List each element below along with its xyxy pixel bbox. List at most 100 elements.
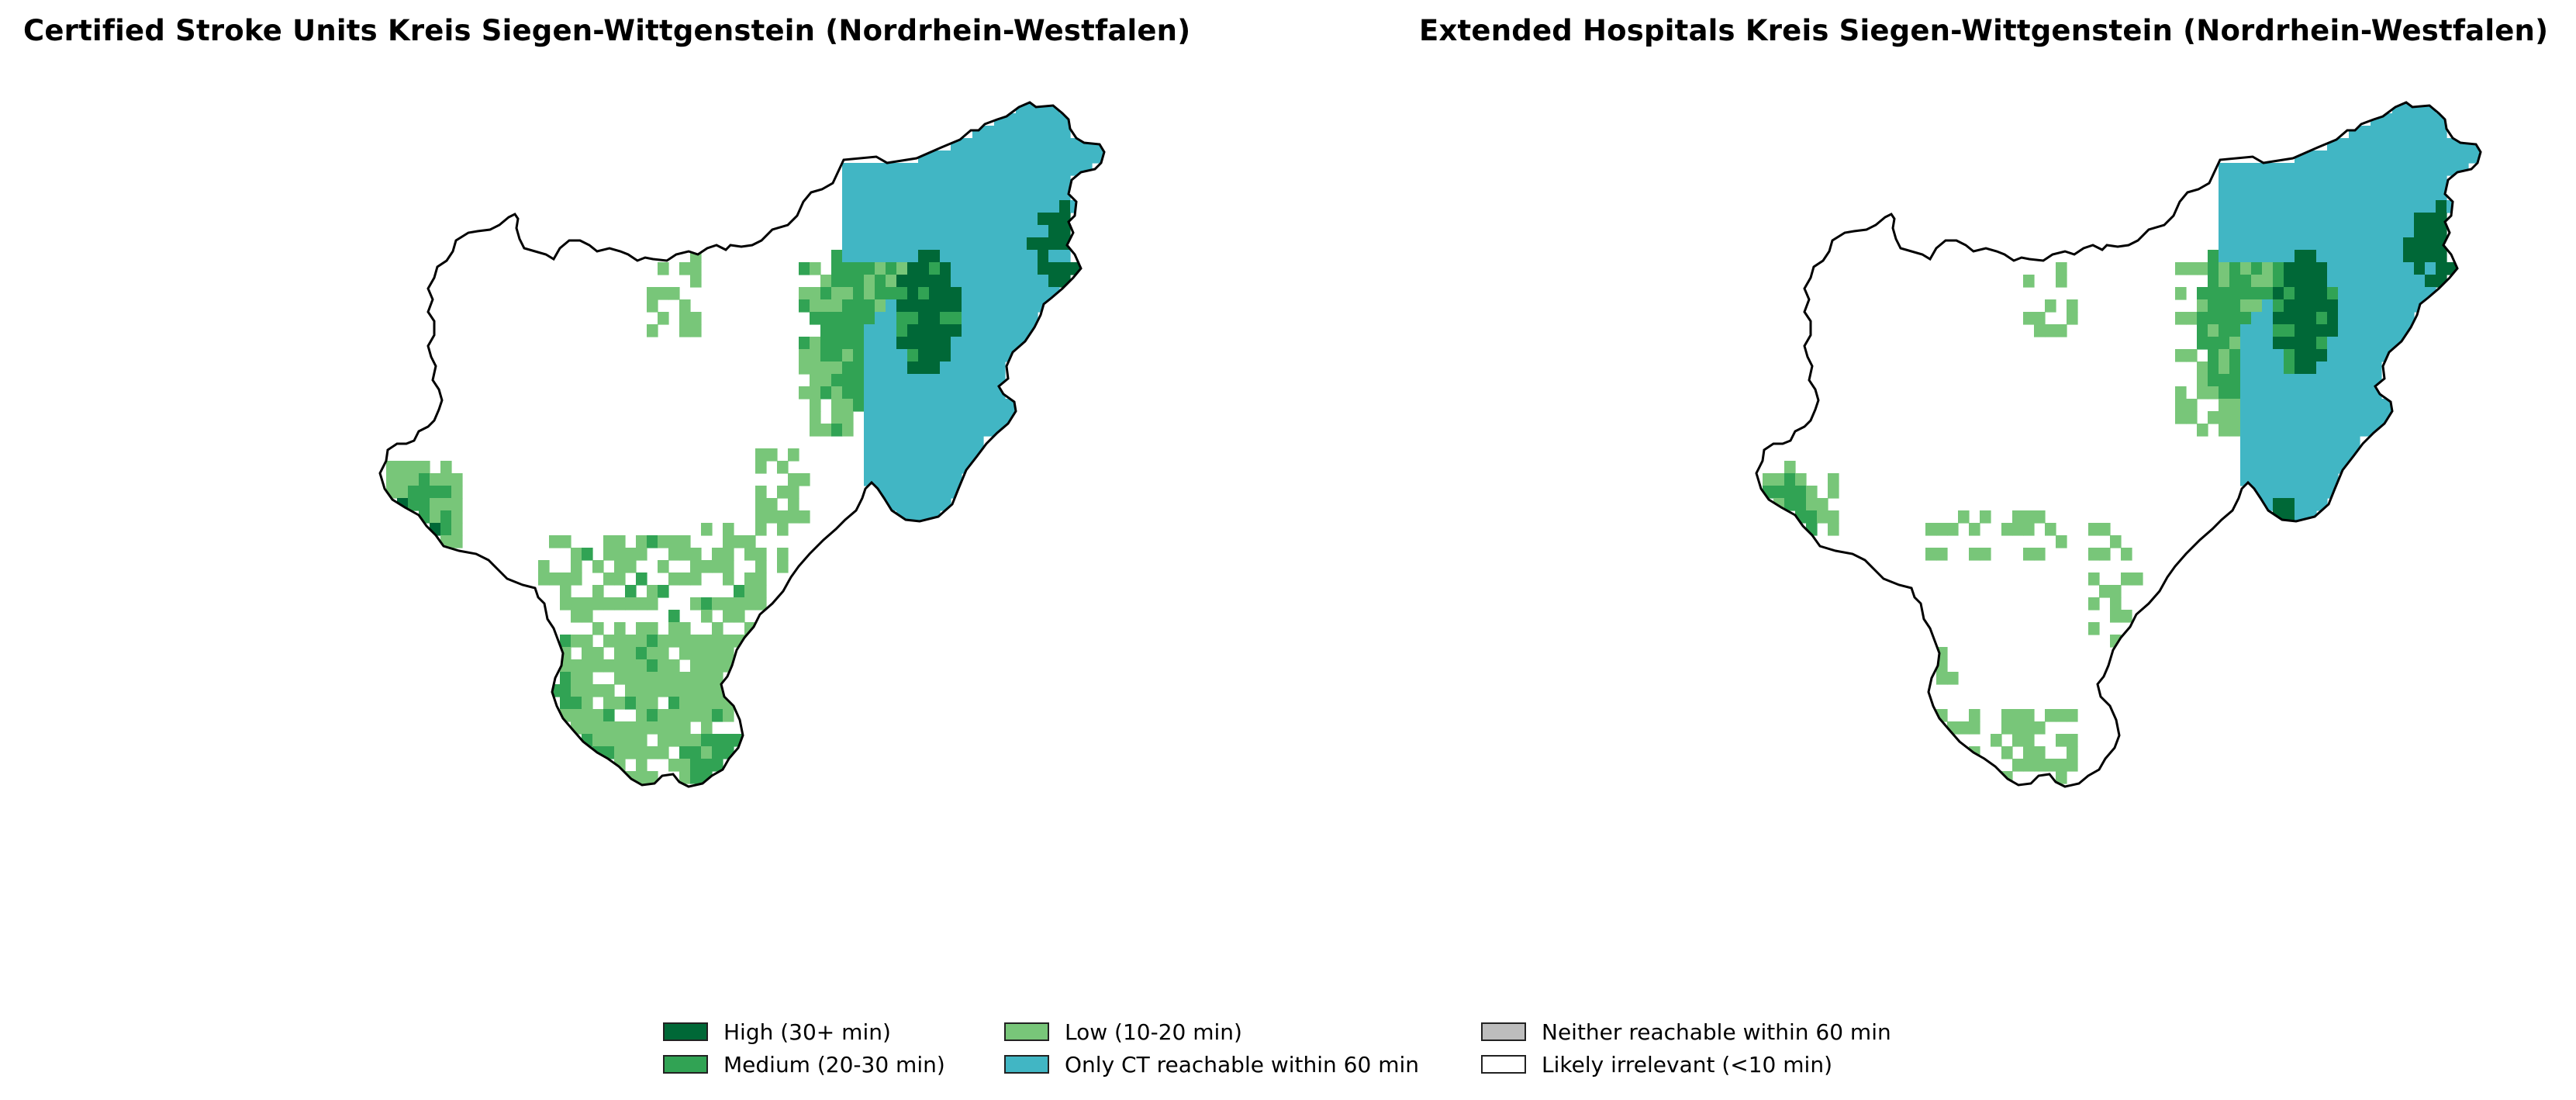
map-cell-ct xyxy=(842,175,854,189)
map-cell-high xyxy=(2284,275,2295,288)
map-cell-high xyxy=(929,349,941,362)
map-cell-ct xyxy=(886,461,897,474)
map-cell-ct xyxy=(983,237,995,251)
map-cell-ct xyxy=(929,175,941,189)
map-cell-low xyxy=(647,324,658,337)
map-cell-low xyxy=(2186,349,2198,362)
map-cell-ct xyxy=(2273,411,2284,424)
map-cell-low xyxy=(658,647,669,660)
map-cell-ct xyxy=(2251,473,2263,486)
map-cell-ct xyxy=(875,163,886,176)
map-cell-ct xyxy=(940,188,951,201)
map-cell-high xyxy=(1048,213,1060,226)
map-cell-low xyxy=(636,622,647,635)
map-cell-low xyxy=(701,523,713,536)
map-cell-ct xyxy=(983,287,995,300)
map-cell-low xyxy=(538,572,550,586)
map-cell-ct xyxy=(2360,250,2371,263)
map-cell-low xyxy=(2056,734,2067,747)
map-cell-ct xyxy=(896,386,908,400)
map-cell-low xyxy=(831,399,843,412)
map-cell-ct xyxy=(864,461,875,474)
map-cell-ct xyxy=(2371,337,2382,350)
map-cell-low xyxy=(2012,709,2024,722)
map-cell-low xyxy=(1936,523,1948,536)
map-cell-low xyxy=(668,535,680,548)
map-cell-low xyxy=(2219,411,2230,424)
map-cell-ct xyxy=(2327,200,2339,213)
map-cell-low xyxy=(571,635,582,648)
map-cell-medium xyxy=(571,697,582,710)
map-cell-ct xyxy=(1048,138,1060,151)
map-cell-ct xyxy=(2240,461,2252,474)
map-cell-low xyxy=(2034,324,2046,337)
map-cell-ct xyxy=(2338,287,2350,300)
map-cell-low xyxy=(592,597,604,611)
map-cell-ct xyxy=(1005,150,1017,164)
map-cell-medium xyxy=(896,312,908,325)
map-cell-low xyxy=(582,721,593,735)
map-cell-ct xyxy=(896,424,908,437)
map-cell-low xyxy=(614,622,626,635)
map-cell-low xyxy=(549,572,561,586)
map-cell-ct xyxy=(2349,188,2360,201)
map-cell-ct xyxy=(864,411,875,424)
map-cell-ct xyxy=(2338,150,2350,164)
map-cell-medium xyxy=(647,659,658,673)
legend-label-ct: Only CT reachable within 60 min xyxy=(1065,1051,1420,1078)
map-cell-ct xyxy=(875,250,886,263)
map-cell-ct xyxy=(2371,237,2382,251)
map-cell-low xyxy=(1795,473,1807,486)
map-cell-low xyxy=(679,299,691,313)
map-cell-low xyxy=(647,585,658,598)
map-cell-ct xyxy=(1027,250,1038,263)
map-cell-low xyxy=(592,684,604,697)
map-cell-ct xyxy=(875,361,886,375)
map-cell-ct xyxy=(2392,150,2404,164)
map-cell-high xyxy=(907,287,919,300)
map-cell-low xyxy=(712,684,723,697)
map-cell-low xyxy=(2012,523,2024,536)
map-cell-low xyxy=(777,548,789,561)
map-cell-ct xyxy=(1027,225,1038,238)
map-cell-medium xyxy=(1784,498,1796,511)
map-cell-ct xyxy=(972,150,984,164)
map-cell-ct xyxy=(1027,138,1038,151)
map-cell-ct xyxy=(2436,138,2447,151)
map-cell-ct xyxy=(1016,312,1027,325)
legend-label-neither: Neither reachable within 60 min xyxy=(1542,1019,1891,1045)
map-cell-low xyxy=(1947,523,1959,536)
map-cell-ct xyxy=(940,225,951,238)
map-cell-ct xyxy=(929,461,941,474)
map-cell-ct xyxy=(1005,337,1017,350)
map-cell-low xyxy=(419,461,430,474)
map-cell-medium xyxy=(853,324,865,337)
map-cell-low xyxy=(647,647,658,660)
map-cell-ct xyxy=(2392,126,2404,139)
map-cell-ct xyxy=(2316,250,2328,263)
map-cell-medium xyxy=(2208,250,2219,263)
map-cell-ct xyxy=(2349,399,2360,412)
map-cell-ct xyxy=(2262,225,2274,238)
map-cell-ct xyxy=(994,262,1006,275)
map-cell-ct xyxy=(918,498,930,511)
map-cell-low xyxy=(614,734,626,747)
map-cell-ct xyxy=(2251,349,2263,362)
map-cell-ct xyxy=(2349,411,2360,424)
map-extended-hospitals xyxy=(1755,101,2482,788)
map-cell-ct xyxy=(864,361,875,375)
map-cell-low xyxy=(582,635,593,648)
map-cell-ct xyxy=(1092,150,1103,164)
map-cell-high xyxy=(1059,225,1071,238)
map-cell-low xyxy=(744,548,756,561)
map-cell-low xyxy=(451,510,463,524)
map-cell-low xyxy=(1958,510,1970,524)
map-cell-low xyxy=(712,697,723,710)
map-cell-ct xyxy=(972,399,984,412)
map-cell-ct xyxy=(918,461,930,474)
map-cell-medium xyxy=(820,386,832,400)
map-cell-low xyxy=(451,535,463,548)
map-cell-high xyxy=(2273,312,2284,325)
map-cell-low xyxy=(2088,548,2100,561)
map-cell-low xyxy=(842,411,854,424)
